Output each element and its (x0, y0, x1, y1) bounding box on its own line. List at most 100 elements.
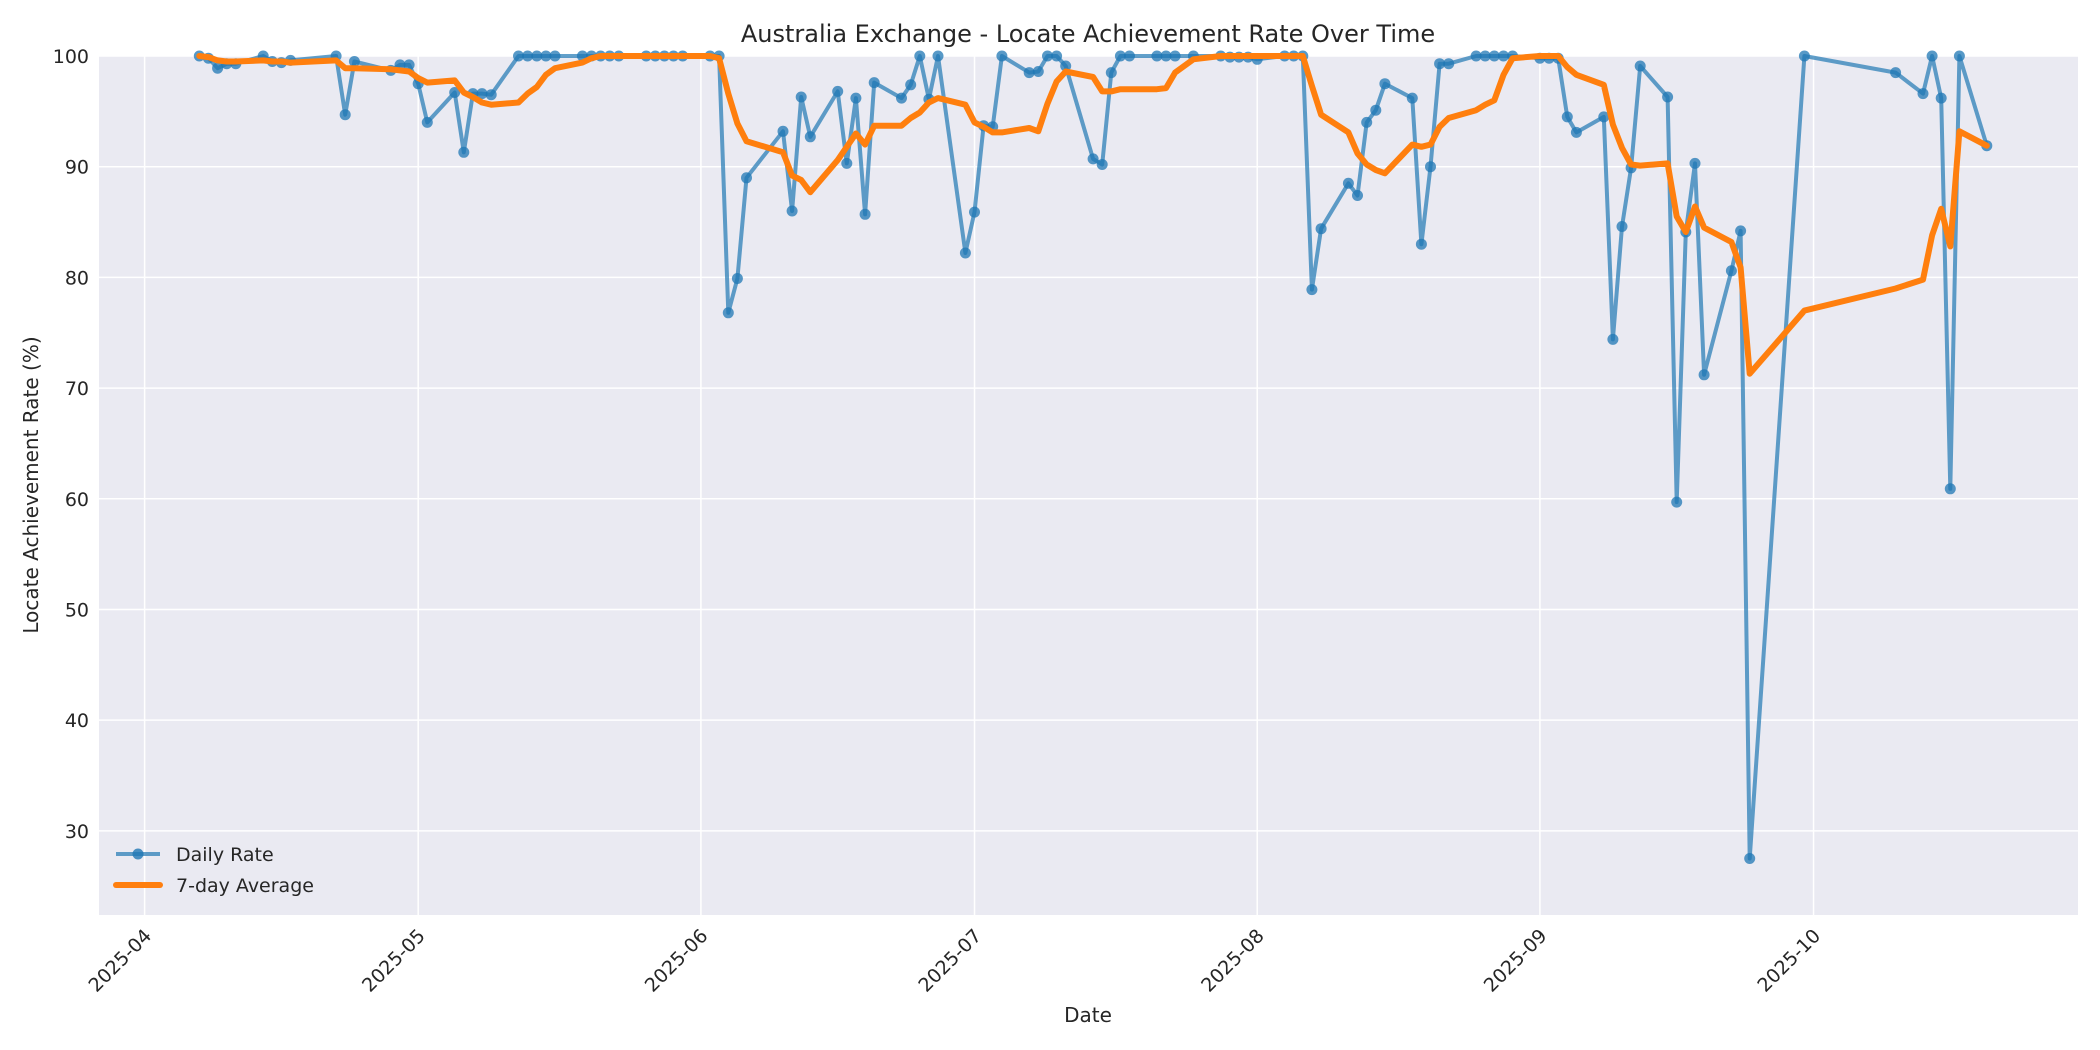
daily-point-marker (1425, 161, 1436, 173)
daily-point-marker (850, 92, 862, 104)
daily-point-marker (777, 125, 789, 137)
y-tick-label: 70 (65, 378, 89, 400)
daily-point-marker (1498, 50, 1509, 62)
daily-point-marker (741, 172, 752, 184)
y-tick-label: 80 (65, 267, 89, 289)
daily-point-marker (1953, 50, 1965, 62)
daily-point-marker (795, 91, 807, 103)
daily-point-marker (905, 79, 917, 91)
y-tick-label: 90 (65, 157, 89, 179)
daily-point-marker (1105, 67, 1117, 79)
daily-point-marker (1671, 496, 1683, 508)
daily-point-marker (1470, 50, 1482, 62)
legend-daily-marker-icon (132, 848, 144, 860)
y-tick-label: 100 (53, 46, 89, 68)
daily-point-marker (969, 206, 980, 218)
daily-point-marker (1124, 50, 1135, 62)
daily-point-marker (832, 85, 844, 97)
daily-point-marker (403, 59, 415, 71)
daily-point-marker (932, 50, 944, 62)
daily-point-marker (1890, 67, 1902, 79)
daily-point-marker (1342, 177, 1354, 189)
daily-point-marker (1443, 58, 1455, 70)
daily-point-marker (1406, 92, 1418, 104)
daily-point-marker (1306, 284, 1318, 296)
y-tick-label: 60 (65, 489, 89, 511)
daily-point-marker (1114, 50, 1126, 62)
daily-point-marker (1698, 369, 1710, 381)
daily-point-marker (421, 116, 433, 128)
daily-point-marker (1415, 238, 1427, 250)
series-7-day-average (196, 53, 1990, 377)
daily-point-marker (1352, 190, 1363, 201)
daily-point-marker (1598, 111, 1610, 123)
daily-point-marker (1570, 126, 1582, 138)
daily-point-marker (1926, 50, 1938, 62)
plot-area (99, 56, 2078, 915)
daily-point-marker (1151, 50, 1163, 62)
daily-point-marker (996, 50, 1008, 62)
daily-point-marker (1060, 60, 1072, 72)
daily-point-marker (1023, 67, 1035, 79)
y-tick-label: 40 (65, 710, 89, 732)
daily-point-marker (1096, 159, 1108, 170)
daily-point-marker (485, 89, 497, 101)
y-axis-label: Locate Achievement Rate (%) (19, 336, 43, 633)
daily-point-marker (1042, 50, 1053, 62)
daily-point-marker (868, 77, 880, 89)
chart-title: Australia Exchange - Locate Achievement … (741, 20, 1435, 48)
daily-point-marker (476, 88, 488, 100)
legend: Daily Rate 7-day Average (113, 844, 314, 897)
daily-point-marker (458, 146, 470, 158)
daily-point-marker (1370, 104, 1382, 116)
daily-point-marker (449, 87, 461, 98)
daily-point-marker (1917, 88, 1929, 100)
daily-point-marker (1315, 223, 1327, 235)
daily-point-marker (1798, 50, 1810, 62)
daily-point-marker (1944, 483, 1956, 495)
daily-point-marker (549, 50, 561, 62)
daily-point-marker (540, 50, 552, 62)
daily-point-marker (1169, 50, 1181, 62)
daily-point-marker (731, 273, 743, 284)
daily-point-marker (1479, 50, 1491, 62)
daily-point-marker (896, 92, 907, 104)
daily-point-marker (914, 50, 926, 62)
daily-point-marker (1744, 853, 1756, 864)
daily-point-marker (1735, 225, 1747, 237)
daily-point-marker (786, 205, 798, 217)
daily-point-marker (722, 307, 734, 319)
daily-point-marker (1616, 221, 1628, 232)
daily-point-marker (1051, 50, 1063, 62)
legend-label-7-day-average: 7-day Average (176, 875, 314, 897)
series-daily-rate (193, 50, 1993, 864)
x-axis-label: Date (1064, 1003, 1112, 1027)
daily-point-marker (212, 62, 224, 74)
y-gridlines (99, 55, 2078, 832)
daily-point-marker (1488, 50, 1500, 62)
daily-point-marker (513, 50, 524, 62)
daily-point-marker (348, 56, 360, 67)
daily-point-marker (1561, 111, 1573, 123)
y-tick-label: 30 (65, 821, 89, 843)
daily-point-marker (1725, 265, 1737, 277)
daily-point-marker (1662, 91, 1674, 103)
daily-point-marker (531, 50, 543, 62)
daily-point-marker (804, 131, 816, 143)
daily-point-marker (859, 208, 871, 220)
daily-point-marker (339, 109, 351, 121)
daily-point-marker (1032, 66, 1044, 77)
daily-point-marker (1087, 153, 1099, 165)
daily-point-marker (841, 157, 853, 169)
y-tick-label: 50 (65, 599, 89, 621)
average-line (196, 53, 1990, 377)
daily-point-marker (1607, 333, 1619, 345)
daily-point-marker (1935, 92, 1947, 104)
daily-point-marker (1160, 50, 1172, 62)
legend-label-daily-rate: Daily Rate (176, 844, 274, 866)
daily-point-marker (1434, 58, 1446, 70)
daily-point-marker (1689, 157, 1701, 169)
daily-point-marker (959, 247, 971, 259)
